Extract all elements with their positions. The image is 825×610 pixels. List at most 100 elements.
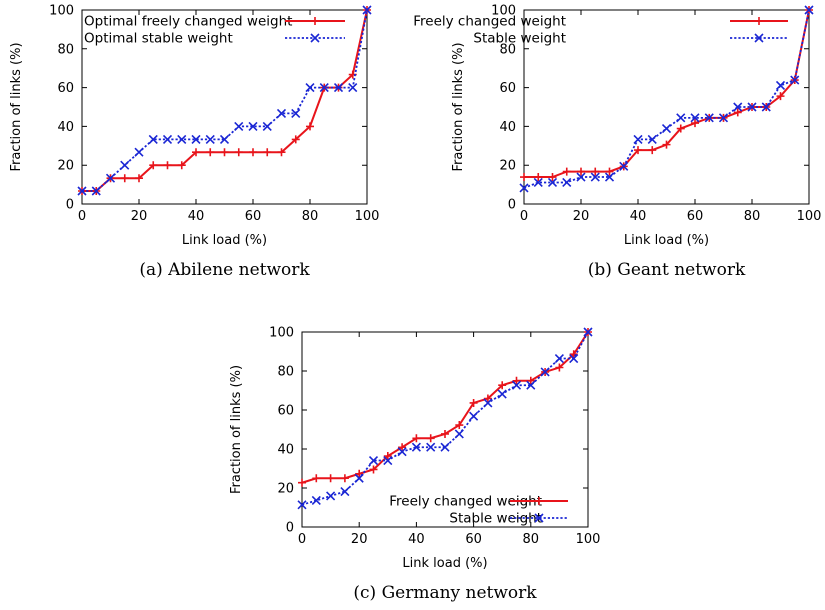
data-point [533,177,543,188]
data-point [234,121,244,131]
data-point [340,474,349,483]
data-point [483,394,492,403]
data-point [397,447,407,457]
x-tick-label: 60 [687,209,704,224]
data-point [148,134,158,144]
data-point [733,102,743,112]
data-point [526,380,536,390]
data-point [776,92,785,101]
y-tick-label: 100 [269,326,294,341]
y-tick-label: 20 [277,482,294,497]
data-point [162,134,173,144]
data-point [576,172,586,182]
legend-label: Freely changed weight [413,14,566,30]
y-tick-label: 40 [499,120,516,135]
data-point [220,148,229,157]
data-point [577,167,585,176]
data-point [562,177,572,188]
legend-label: Stable weight [473,31,566,47]
data-point [262,121,272,131]
y-tick-label: 20 [499,159,516,174]
data-point [555,363,564,372]
x-tick-label: 80 [523,532,540,547]
data-point [398,443,407,452]
y-axis-label: Fraction of links (%) [9,42,24,171]
data-point [91,186,101,196]
x-tick-label: 60 [465,532,482,547]
data-point [733,108,742,117]
series-freely-changed-c [298,328,592,487]
data-point [326,474,335,483]
data-point [469,398,478,407]
data-point [662,140,671,149]
data-point [383,455,393,466]
data-point [511,380,522,390]
data-point [297,500,307,510]
x-axis-label: Link load (%) [624,233,709,248]
data-point [534,173,543,182]
chart-caption: (c) Germany network [353,583,537,603]
data-point [120,160,130,170]
data-point [306,122,314,131]
data-point [191,134,201,144]
series-line [523,9,810,189]
x-tick-label: 40 [188,209,205,224]
data-point [105,173,116,183]
chart-caption: (a) Abilene network [139,260,310,280]
y-tick-label: 100 [49,4,74,19]
data-point [276,108,287,118]
data-point [498,381,507,390]
legend-marker [755,17,763,25]
chart-b: 0 20 40 60 80 100 0 20 40 60 80 100 Link load (%) Fra… [413,4,821,281]
data-point [605,167,614,176]
data-point [690,113,700,123]
data-point [426,434,435,443]
data-point [249,148,257,157]
series-line [524,9,810,179]
data-point [305,83,315,93]
data-point [192,148,200,157]
data-point [548,173,557,182]
legend-label: Stable weight [449,511,542,527]
data-point [333,83,344,93]
y-tick-label: 0 [66,198,74,213]
legend-label: Optimal stable weight [84,31,233,47]
legend-marker [311,17,319,25]
data-point [512,376,521,385]
plot-frame-b [523,9,810,205]
data-point [583,327,593,337]
data-point [298,478,306,487]
data-point [219,134,230,144]
data-point [520,173,528,182]
plot-frame-a [81,9,368,205]
x-tick-label: 20 [351,532,368,547]
series-stable-b [519,5,814,193]
x-axis-label: Link load (%) [402,556,487,571]
data-point [747,102,757,112]
data-point [569,353,579,364]
data-point [540,367,550,377]
data-point [354,473,364,483]
data-point [483,398,493,408]
x-tick-label: 100 [797,209,822,224]
series-stable-a [77,5,372,196]
data-point [619,161,629,171]
data-point [718,113,729,123]
x-tick-label: 40 [408,532,425,547]
legend-marker [310,33,320,43]
data-point [441,429,449,438]
data-point [291,108,301,118]
chart-a: 0 20 40 60 80 100 0 20 40 60 80 100 Link load (%) Fra… [9,4,379,281]
data-point [205,134,215,144]
x-tick-label: 20 [573,209,590,224]
data-point [704,113,714,123]
y-axis-label: Fraction of links (%) [229,365,244,494]
x-axis-label: Link load (%) [182,233,267,248]
data-point [634,146,642,155]
legend-marker [534,513,544,523]
data-point [562,167,571,176]
data-point [135,174,143,183]
data-point [497,389,507,399]
chart-c: 0 20 40 60 80 100 0 20 40 60 80 100 Link load (%) Fra… [229,326,600,604]
